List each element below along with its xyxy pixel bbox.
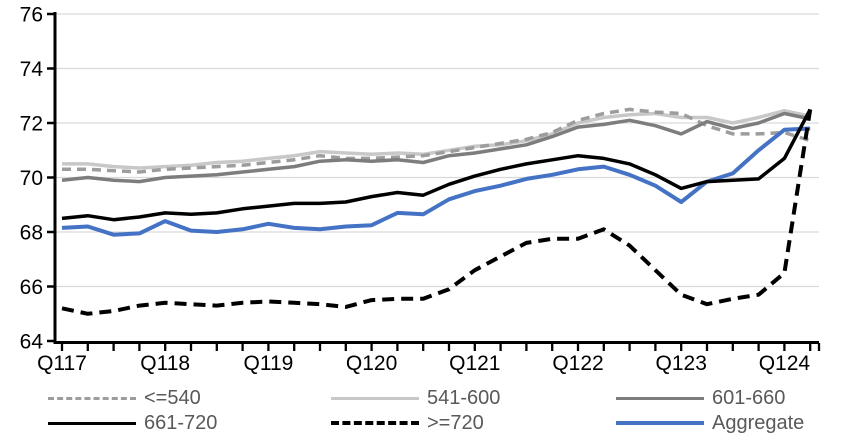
legend-swatch-dashed-line-icon <box>331 421 419 425</box>
legend-item-720: >=720 <box>331 412 484 434</box>
series-line-540 <box>62 107 811 174</box>
y-tick-label-76: 76 <box>20 4 43 27</box>
legend-label: 601-660 <box>712 386 786 409</box>
x-tick-label-Q123: Q123 <box>656 352 707 375</box>
series-line-aggregate <box>61 126 811 237</box>
y-tick-label-68: 68 <box>20 222 43 245</box>
y-tick-label-74: 74 <box>20 58 44 81</box>
legend-label: 541-600 <box>427 386 501 409</box>
legend-label: 661-720 <box>144 411 218 434</box>
x-tick-label-Q117: Q117 <box>37 352 87 375</box>
x-tick-label-Q122: Q122 <box>552 352 603 375</box>
y-tick-label-64: 64 <box>20 331 44 354</box>
x-tick-label-Q120: Q120 <box>346 352 397 375</box>
series-line-720 <box>61 109 813 316</box>
legend-item-540: <=540 <box>48 387 201 409</box>
x-tick-label-Q124: Q124 <box>759 352 811 375</box>
y-tick-label-72: 72 <box>20 113 43 136</box>
legend-label: <=540 <box>144 386 201 409</box>
legend-item-541-600: 541-600 <box>331 387 500 409</box>
legend-label: Aggregate <box>712 411 805 434</box>
x-tick-label-Q119: Q119 <box>243 352 293 375</box>
legend-swatch-line-icon <box>616 396 704 400</box>
legend-swatch-line-icon <box>331 396 419 400</box>
x-tick-label-Q118: Q118 <box>140 352 190 375</box>
series-line-661-720 <box>61 108 812 222</box>
x-tick-label-Q121: Q121 <box>449 352 500 375</box>
legend-label: >=720 <box>427 411 484 434</box>
y-tick-label-66: 66 <box>20 276 43 299</box>
legend-item-601-660: 601-660 <box>616 387 785 409</box>
y-tick-label-70: 70 <box>20 167 43 190</box>
legend-item-661-720: 661-720 <box>48 412 217 434</box>
legend-swatch-line-icon <box>616 421 704 425</box>
legend-swatch-line-icon <box>48 421 136 425</box>
legend-swatch-dashed-line-icon <box>48 396 136 400</box>
legend-item-aggregate: Aggregate <box>616 412 804 434</box>
series-line-601-660 <box>61 111 811 184</box>
